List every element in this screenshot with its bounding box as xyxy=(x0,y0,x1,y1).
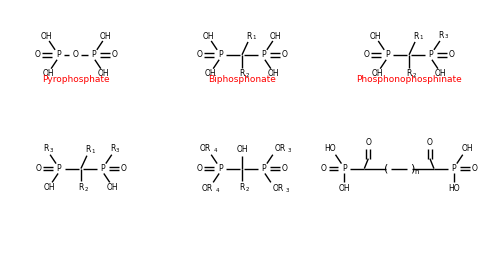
Text: P: P xyxy=(429,50,433,59)
Text: 2: 2 xyxy=(84,187,88,192)
Text: O: O xyxy=(196,164,202,173)
Text: O: O xyxy=(363,50,369,59)
Text: OH: OH xyxy=(236,145,248,154)
Text: R: R xyxy=(246,31,252,40)
Text: OH: OH xyxy=(42,69,54,78)
Text: O: O xyxy=(427,138,433,147)
Text: R: R xyxy=(413,31,419,40)
Text: P: P xyxy=(452,164,456,173)
Text: OH: OH xyxy=(462,144,473,153)
Text: 1: 1 xyxy=(91,149,95,154)
Text: OH: OH xyxy=(339,184,350,193)
Text: R: R xyxy=(239,183,245,192)
Text: 2: 2 xyxy=(245,187,249,192)
Text: 4: 4 xyxy=(216,188,219,193)
Text: OR: OR xyxy=(200,144,211,153)
Text: 4: 4 xyxy=(214,148,217,153)
Text: OH: OH xyxy=(98,69,109,78)
Text: OH: OH xyxy=(369,31,381,40)
Text: n: n xyxy=(415,168,419,174)
Text: OH: OH xyxy=(204,69,216,78)
Text: O: O xyxy=(449,50,455,59)
Text: OH: OH xyxy=(371,69,383,78)
Text: HO: HO xyxy=(325,144,336,153)
Text: P: P xyxy=(218,50,222,59)
Text: R: R xyxy=(407,69,412,78)
Text: O: O xyxy=(321,164,327,173)
Text: P: P xyxy=(101,164,105,173)
Text: P: P xyxy=(218,164,222,173)
Text: P: P xyxy=(262,50,266,59)
Text: O: O xyxy=(282,164,288,173)
Text: R: R xyxy=(78,183,83,192)
Text: OH: OH xyxy=(100,31,111,40)
Text: OH: OH xyxy=(107,183,118,192)
Text: P: P xyxy=(57,164,61,173)
Text: Pyrophosphate: Pyrophosphate xyxy=(42,75,110,84)
Text: OH: OH xyxy=(202,31,214,40)
Text: R: R xyxy=(43,144,49,153)
Text: 3: 3 xyxy=(116,148,119,153)
Text: (: ( xyxy=(384,164,388,173)
Text: O: O xyxy=(282,50,288,59)
Text: R: R xyxy=(438,30,443,40)
Text: P: P xyxy=(385,50,389,59)
Text: O: O xyxy=(112,50,118,59)
Text: OR: OR xyxy=(274,144,285,153)
Text: R: R xyxy=(110,144,115,153)
Text: O: O xyxy=(472,164,478,173)
Text: 2: 2 xyxy=(245,73,249,78)
Text: R: R xyxy=(85,145,90,154)
Text: 1: 1 xyxy=(252,36,256,40)
Text: OR: OR xyxy=(202,184,213,193)
Text: 2: 2 xyxy=(412,73,416,78)
Text: 3: 3 xyxy=(444,35,448,39)
Text: ): ) xyxy=(410,164,414,173)
Text: Biphosphonate: Biphosphonate xyxy=(208,75,276,84)
Text: OH: OH xyxy=(43,183,55,192)
Text: 3: 3 xyxy=(286,188,290,193)
Text: P: P xyxy=(56,50,60,59)
Text: P: P xyxy=(342,164,347,173)
Text: 3: 3 xyxy=(288,148,292,153)
Text: O: O xyxy=(121,164,127,173)
Text: OH: OH xyxy=(270,31,282,40)
Text: OR: OR xyxy=(272,184,283,193)
Text: HO: HO xyxy=(448,184,460,193)
Text: Phosphonophosphinate: Phosphonophosphinate xyxy=(356,75,462,84)
Text: O: O xyxy=(365,138,371,147)
Text: P: P xyxy=(91,50,96,59)
Text: OH: OH xyxy=(40,31,52,40)
Text: O: O xyxy=(196,50,202,59)
Text: R: R xyxy=(239,69,245,78)
Text: OH: OH xyxy=(268,69,280,78)
Text: 1: 1 xyxy=(419,36,423,40)
Text: P: P xyxy=(262,164,266,173)
Text: OH: OH xyxy=(435,69,447,78)
Text: O: O xyxy=(34,50,40,59)
Text: O: O xyxy=(73,50,79,59)
Text: 3: 3 xyxy=(50,148,53,153)
Text: O: O xyxy=(35,164,41,173)
